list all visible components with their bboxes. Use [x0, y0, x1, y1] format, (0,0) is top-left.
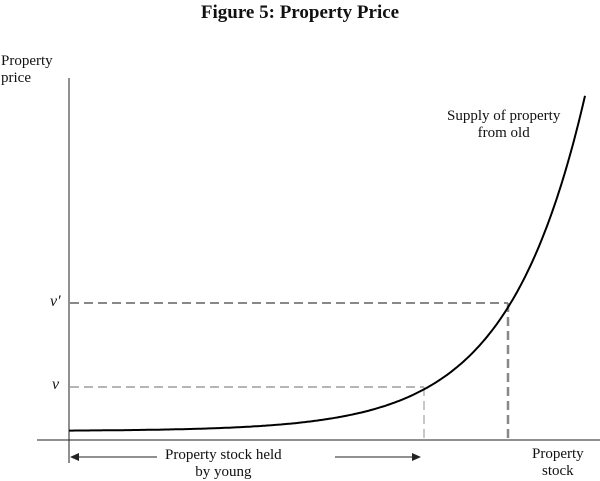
curve-label-line1: Supply of property [447, 108, 561, 124]
y-axis-label-line2: price [1, 70, 31, 86]
arrow-label-line1: Property stock held [165, 447, 282, 463]
v-prime-label: v′ [50, 293, 61, 310]
x-axis-label-line1: Property [532, 446, 584, 462]
y-axis-label-line1: Property [1, 53, 53, 69]
y-axis-label: Property price [1, 53, 53, 87]
supply-curve [69, 95, 586, 432]
figure-title: Figure 5: Property Price [200, 2, 400, 23]
x-axis-label: Property stock [532, 446, 584, 480]
arrow-left-head [70, 453, 79, 461]
x-axis-label-line2: stock [542, 463, 574, 479]
curve-label: Supply of property from old [447, 108, 560, 142]
arrow-right-head [412, 453, 421, 461]
arrow-label: Property stock held by young [165, 447, 282, 481]
v-label: v [52, 376, 60, 393]
arrow-label-line2: by young [195, 464, 252, 480]
curve-label-line2: from old [477, 125, 530, 141]
